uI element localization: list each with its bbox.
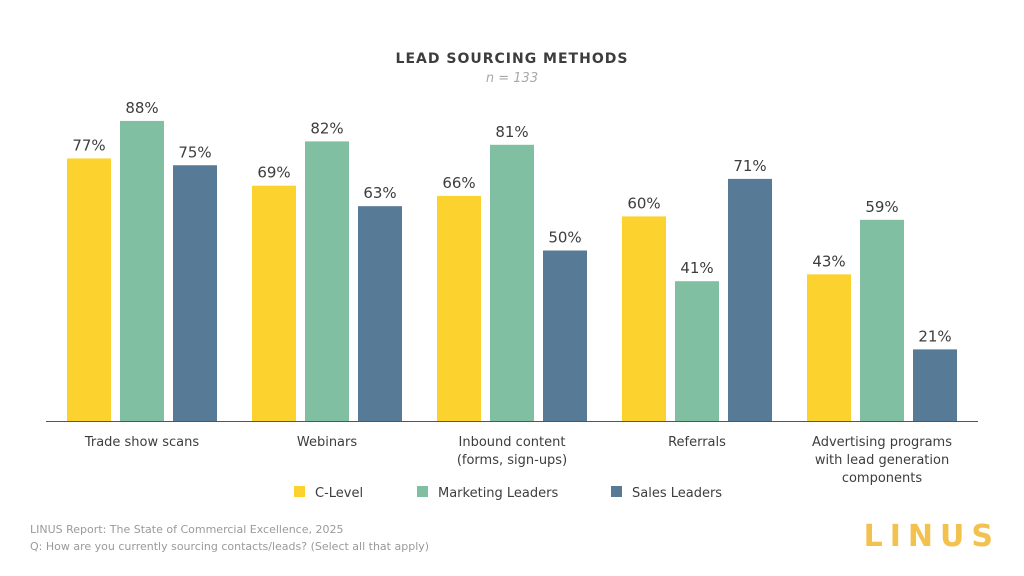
- legend-swatch-marketing-leaders: [417, 486, 428, 497]
- category-label: (forms, sign-ups): [457, 453, 567, 468]
- legend-label: C-Level: [315, 486, 363, 501]
- bar-c-level-2: [437, 195, 481, 421]
- chart-title: LEAD SOURCING METHODS: [396, 51, 629, 67]
- category-label: components: [842, 471, 923, 486]
- category-label: Advertising programs: [812, 435, 952, 450]
- bar-c-level-1: [252, 185, 296, 421]
- legend: C-Level Marketing Leaders Sales Leaders: [294, 486, 722, 501]
- category-label: with lead generation: [815, 453, 949, 468]
- bar-c-level-4: [807, 274, 851, 421]
- bar-labels-group: 77% 88% 75% 69% 82% 63% 66% 81% 50% 60% 41% 71% 43% 5…: [72, 99, 951, 345]
- bar-c-level-0: [67, 158, 111, 421]
- legend-swatch-c-level: [294, 486, 305, 497]
- legend-label: Marketing Leaders: [438, 486, 558, 501]
- bar-value-label: 50%: [548, 229, 581, 247]
- legend-label: Sales Leaders: [632, 486, 722, 501]
- legend-swatch-sales-leaders: [611, 486, 622, 497]
- bar-c-level-3: [622, 216, 666, 421]
- bar-value-label: 82%: [310, 119, 343, 137]
- bar-value-label: 41%: [680, 259, 713, 277]
- bar-value-label: 60%: [627, 194, 660, 212]
- bar-marketing-leaders-0: [120, 120, 164, 422]
- bar-marketing-leaders-1: [305, 141, 349, 421]
- category-label: Inbound content: [459, 435, 566, 450]
- category-label: Webinars: [297, 435, 358, 450]
- bar-value-label: 66%: [442, 174, 475, 192]
- bar-value-label: 81%: [495, 123, 528, 141]
- bar-value-label: 88%: [125, 99, 158, 117]
- bar-marketing-leaders-3: [675, 281, 719, 421]
- bar-sales-leaders-3: [728, 178, 772, 421]
- bar-sales-leaders-0: [173, 165, 217, 421]
- bar-sales-leaders-4: [913, 349, 957, 421]
- bars-group: [67, 120, 957, 422]
- footer-source: LINUS Report: The State of Commercial Ex…: [30, 523, 344, 536]
- bar-value-label: 21%: [918, 327, 951, 345]
- bar-value-label: 77%: [72, 136, 105, 154]
- bar-value-label: 59%: [865, 198, 898, 216]
- bar-marketing-leaders-2: [490, 144, 534, 422]
- footer-question: Q: How are you currently sourcing contac…: [30, 540, 430, 553]
- linus-logo: LINUS: [863, 519, 1000, 554]
- bar-value-label: 69%: [257, 164, 290, 182]
- category-label: Referrals: [668, 435, 726, 450]
- bar-marketing-leaders-4: [860, 219, 904, 421]
- bar-value-label: 63%: [363, 184, 396, 202]
- category-labels-group: Trade show scans Webinars Inbound content (…: [84, 435, 952, 486]
- bar-sales-leaders-2: [543, 250, 587, 421]
- bar-value-label: 43%: [812, 252, 845, 270]
- bar-value-label: 75%: [178, 143, 211, 161]
- bar-sales-leaders-1: [358, 206, 402, 421]
- category-label: Trade show scans: [84, 435, 200, 450]
- bar-value-label: 71%: [733, 157, 766, 175]
- chart-subtitle: n = 133: [486, 71, 538, 86]
